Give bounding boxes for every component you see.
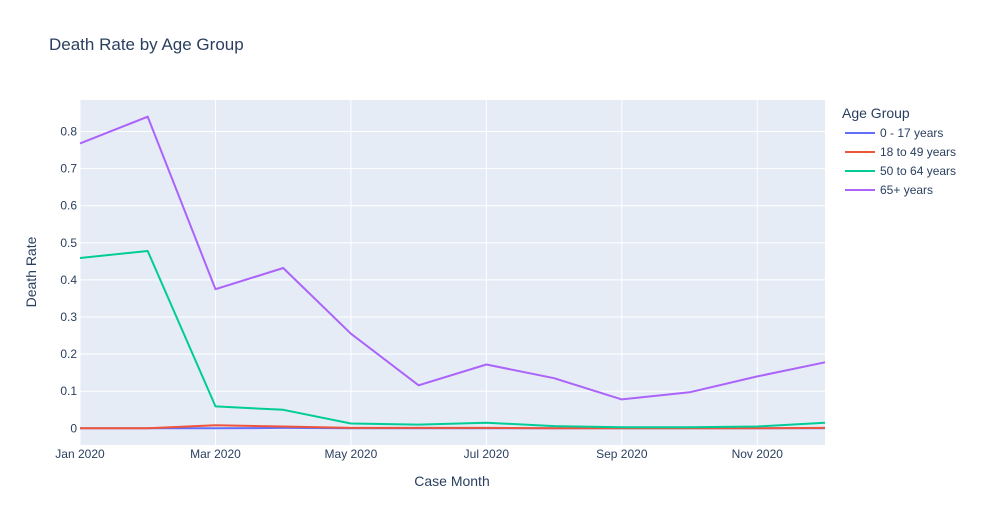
gridlines [79,100,825,445]
x-axis-ticks: Jan 2020 Mar 2020 May 2020 Jul 2020 Sep 2020… [55,447,783,461]
series-line-3 [79,115,826,401]
y-tick-label: 0.4 [60,273,77,287]
series-line-2 [79,250,826,429]
x-axis-title: Case Month [414,473,489,489]
y-axis-ticks: 0 0.1 0.2 0.3 0.4 0.5 0.6 0.7 0.8 [60,125,77,436]
x-tick-label: May 2020 [325,447,378,461]
legend-item-label[interactable]: 50 to 64 years [880,164,956,178]
legend: Age Group 0 - 17 years 18 to 49 years 50 t… [842,105,956,197]
legend-item-label[interactable]: 18 to 49 years [880,145,956,159]
x-tick-label: Jan 2020 [55,447,105,461]
y-tick-label: 0 [70,421,77,435]
x-tick-label: Mar 2020 [190,447,241,461]
series-line-1 [80,424,826,430]
x-tick-label: Jul 2020 [464,447,510,461]
y-tick-label: 0.1 [60,384,77,398]
y-tick-label: 0.2 [60,347,77,361]
x-tick-label: Nov 2020 [732,447,784,461]
legend-item-label[interactable]: 0 - 17 years [880,126,943,140]
series-lines [79,115,826,430]
legend-item-label[interactable]: 65+ years [880,183,933,197]
x-tick-label: Sep 2020 [596,447,648,461]
y-tick-label: 0.7 [60,162,77,176]
plot-area [80,100,825,445]
chart-title: Death Rate by Age Group [49,35,244,54]
y-tick-label: 0.6 [60,199,77,213]
y-axis-title: Death Rate [23,236,39,307]
y-tick-label: 0.8 [60,125,77,139]
legend-title: Age Group [842,105,910,121]
y-tick-label: 0.5 [60,236,77,250]
y-tick-label: 0.3 [60,310,77,324]
